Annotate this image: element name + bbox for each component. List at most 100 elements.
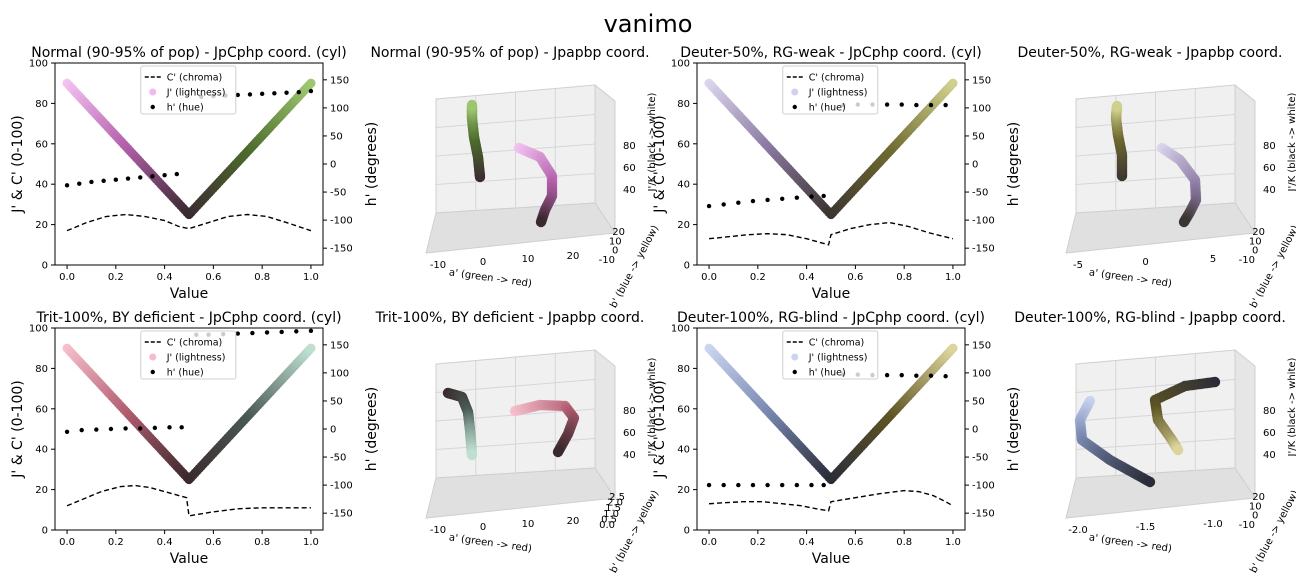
y-tick-label-right: -50 <box>972 453 988 464</box>
x-tick-label: 0.0 <box>59 537 75 548</box>
hue-point <box>247 92 253 97</box>
curve-point-a <box>1144 476 1156 488</box>
panel-3d-title: Deuter-100%, RG-blind - Jpapbp coord. <box>1014 310 1286 326</box>
y-tick-label-left: 100 <box>29 59 48 70</box>
y-tick-label-left: 100 <box>671 59 690 70</box>
y-tick-label-right: 100 <box>972 368 991 379</box>
x-tick-label: 0.2 <box>108 537 124 548</box>
hue-point <box>272 91 277 96</box>
x-axis-label: Value <box>812 551 850 567</box>
hue-point <box>928 102 934 108</box>
hue-point <box>928 373 934 378</box>
figure-title: vanimo <box>604 10 693 38</box>
chroma-line <box>708 221 954 246</box>
z-tick-label: 80 <box>623 406 636 417</box>
y-tick-label: 2.5 <box>609 492 625 503</box>
hue-point <box>174 171 180 177</box>
grid-line <box>435 173 596 185</box>
y-tick-label-right: 0 <box>330 160 336 171</box>
hue-point <box>736 200 741 205</box>
x-tick-label: 0 <box>480 257 486 268</box>
hue-point <box>250 330 255 336</box>
curve-point-a <box>1178 216 1190 228</box>
x-tick-label: 0.6 <box>847 272 863 283</box>
z-tick-label: 40 <box>623 185 636 196</box>
y-tick-label: 20 <box>1252 492 1265 503</box>
x-tick-label: 0 <box>480 522 486 533</box>
y-tick-label: 2.0 <box>607 498 623 509</box>
x-axis-label: a' (green -> red) <box>448 267 532 290</box>
x-tick-label: 0.4 <box>157 272 173 283</box>
y-axis-label-left: J' & C' (0-100) <box>652 115 668 213</box>
hue-point <box>108 426 114 432</box>
hue-point <box>821 193 826 199</box>
y-tick-label: 0 <box>1252 246 1258 257</box>
z-axis-label: J'/K (black -> white) <box>647 357 658 457</box>
x-axis-label: Value <box>170 551 208 567</box>
x-tick-label: 0.8 <box>896 272 912 283</box>
y-tick-label: 1.0 <box>603 509 619 520</box>
hue-point <box>780 482 785 488</box>
x-tick-label: -1.5 <box>1136 522 1156 533</box>
y-tick-label: -10 <box>1239 520 1255 531</box>
hue-point <box>64 429 70 435</box>
cyl-title: Trit-100%, BY deficient - JpCphp coord. … <box>35 310 341 326</box>
z-tick-label: 60 <box>623 163 636 174</box>
y-tick-label-left: 60 <box>35 139 48 150</box>
panel-3d-3: Trit-100%, BY deficient - Jpapbp coord. 4… <box>375 310 662 575</box>
x-tick-label: 5 <box>1210 254 1216 265</box>
y-tick-label-right: 100 <box>330 368 349 379</box>
floor-pane <box>1065 467 1256 519</box>
cyl-panel-2: Deuter-50%, RG-weak - JpCphp coord. (cyl… <box>652 45 1022 302</box>
hue-point <box>736 482 741 488</box>
axes-frame <box>696 327 966 531</box>
cyl-title: Deuter-50%, RG-weak - JpCphp coord. (cyl… <box>680 45 981 61</box>
x-tick-label: 0.2 <box>108 272 124 283</box>
hue-point <box>138 175 143 180</box>
x-tick-label: 20 <box>567 251 580 262</box>
y-tick-label-right: -50 <box>330 453 346 464</box>
curve-point-b <box>466 99 478 111</box>
y-tick-label-right: -150 <box>330 509 353 520</box>
chroma-line <box>66 213 312 232</box>
y-tick-label-left: 40 <box>677 445 690 456</box>
x-axis-label: Value <box>170 286 208 302</box>
x-tick-label: 0.8 <box>254 272 270 283</box>
y-axis-label-right: h' (degrees) <box>364 387 380 471</box>
hue-point <box>706 203 712 209</box>
z-tick-label: 40 <box>623 450 636 461</box>
x-tick-label: -1.0 <box>1203 519 1223 530</box>
hue-point <box>89 179 94 185</box>
hue-point <box>77 181 82 186</box>
curve-point-a <box>552 446 564 458</box>
y-tick-label-left: 100 <box>671 324 690 335</box>
hue-point <box>914 102 919 108</box>
hue-point <box>899 372 904 378</box>
y-tick-label-right: 100 <box>972 103 991 114</box>
x-tick-label: 0.0 <box>701 537 717 548</box>
hue-point <box>308 88 314 94</box>
hue-point <box>884 372 890 378</box>
hue-point <box>750 198 756 204</box>
hue-point <box>123 426 128 431</box>
y-tick-label-right: 150 <box>972 340 991 351</box>
y-tick-label-right: 150 <box>330 75 349 86</box>
y-tick-label-left: 80 <box>677 99 690 110</box>
cyl-panel-4: Deuter-100%, RG-blind - JpCphp coord. (c… <box>652 310 1022 567</box>
x-tick-label: -10 <box>430 260 446 271</box>
hue-point <box>750 482 756 488</box>
legend-label: C' (chroma) <box>167 338 223 349</box>
y-axis-label-left: J' & C' (0-100) <box>10 380 26 478</box>
x-tick-label: 1.0 <box>303 272 319 283</box>
y-tick-label-left: 80 <box>677 364 690 375</box>
y-tick-label-right: -150 <box>330 244 353 255</box>
legend-label: J' (lightness) <box>166 353 226 364</box>
legend-label: h' (hue) <box>167 368 204 379</box>
y-tick-label-left: 80 <box>35 99 48 110</box>
legend-label: h' (hue) <box>809 368 846 379</box>
y-axis-label-left: J' & C' (0-100) <box>10 115 26 213</box>
x-tick-label: 0.0 <box>701 272 717 283</box>
z-tick-label: 60 <box>1263 428 1276 439</box>
hue-point <box>125 176 131 181</box>
z-tick-label: 40 <box>1263 450 1276 461</box>
